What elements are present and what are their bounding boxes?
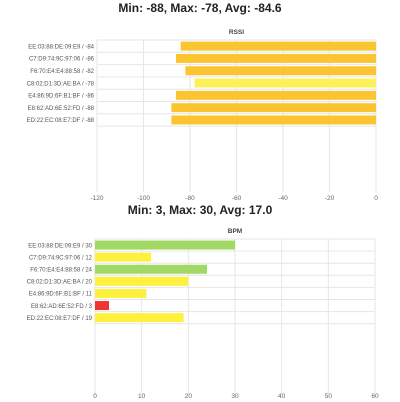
bpm-category-label: F6:70:E4:E4:88:58 / 24	[30, 267, 92, 273]
bpm-x-tick-label: 50	[325, 393, 333, 400]
rssi-bar	[180, 41, 376, 51]
bpm-x-tick-label: 40	[278, 393, 286, 400]
bpm-bar	[95, 264, 207, 274]
bpm-x-tick-label: 10	[138, 393, 146, 400]
bpm-category-label: C8:02:D1:3D:AE:BA / 20	[27, 280, 93, 286]
bpm-bar	[95, 313, 184, 323]
rssi-bar	[171, 115, 376, 125]
rssi-bar	[185, 66, 376, 76]
bpm-bar	[95, 252, 151, 262]
rssi-chart-title: RSSI	[229, 29, 244, 36]
bpm-x-tick-label: 30	[231, 393, 239, 400]
rssi-x-tick-label: -40	[278, 195, 288, 202]
rssi-category-label: E4:86:9D:6F:B1:BF / -86	[28, 94, 94, 100]
rssi-category-label: EE:03:88:DE:09:E9 / -84	[28, 44, 94, 50]
rssi-bar	[171, 103, 376, 113]
bpm-category-label: E4:86:9D:6F:B1:BF / 11	[29, 292, 93, 298]
rssi-x-tick-label: -20	[325, 195, 335, 202]
rssi-category-label: C7:D9:74:9C:97:06 / -86	[29, 57, 95, 63]
rssi-bar	[194, 78, 376, 88]
bpm-x-tick-label: 60	[371, 393, 379, 400]
rssi-category-label: ED:22:EC:08:E7:DF / -88	[27, 118, 95, 124]
bpm-category-label: C7:D9:74:9C:97:06 / 12	[29, 255, 93, 261]
bpm-chart: BPM 0 10 20 30 40 50 60 EE:03:88:DE:09:E9 / 30 C7…	[27, 228, 379, 400]
rssi-x-tick-label: -100	[137, 195, 150, 202]
rssi-category-label: F6:70:E4:E4:88:58 / -82	[30, 69, 94, 75]
rssi-x-tick-label: 0	[374, 195, 378, 202]
rssi-x-tick-label: -60	[232, 195, 242, 202]
bpm-bar	[95, 288, 147, 298]
rssi-bar	[176, 53, 376, 63]
bpm-bar	[95, 276, 189, 286]
bpm-chart-title: BPM	[228, 228, 242, 235]
bpm-summary: Min: 3, Max: 30, Avg: 17.0	[127, 203, 273, 217]
rssi-chart: RSSI -120 -100 -80 -60 -40 -20 0 EE:03:88:DE:09:…	[27, 29, 379, 202]
rssi-category-label: E8:62:AD:6E:52:FD / -88	[28, 106, 95, 112]
bpm-category-label: E8:62:AD:6E:52:FD / 3	[31, 304, 93, 310]
bpm-bar	[95, 301, 109, 311]
rssi-x-tick-label: -80	[185, 195, 195, 202]
rssi-category-label: C8:02:D1:3D:AE:BA / -78	[27, 81, 95, 87]
bpm-category-label: EE:03:88:DE:09:E9 / 30	[28, 243, 92, 249]
rssi-x-tick-label: -120	[90, 195, 103, 202]
rssi-bar	[176, 90, 376, 100]
bpm-x-tick-label: 20	[185, 393, 193, 400]
bpm-bar	[95, 240, 235, 250]
bpm-category-label: ED:22:EC:08:E7:DF / 19	[27, 316, 93, 322]
bpm-x-tick-label: 0	[93, 393, 97, 400]
rssi-summary: Min: -88, Max: -78, Avg: -84.6	[118, 1, 282, 15]
